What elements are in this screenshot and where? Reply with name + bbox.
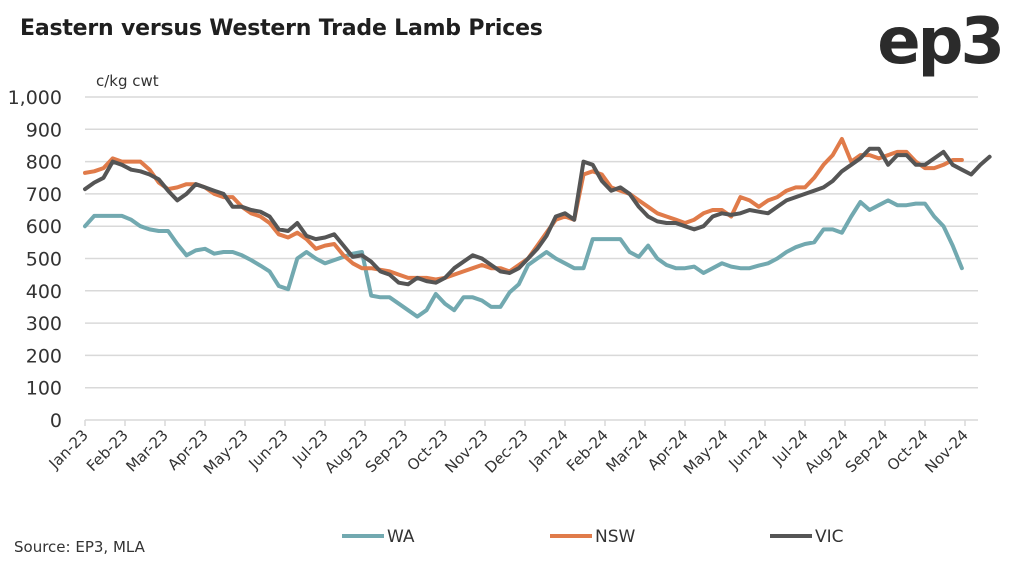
source-note: Source: EP3, MLA	[14, 538, 145, 556]
legend-label-wa: WA	[387, 527, 415, 547]
y-axis-ticks: 0 100 200 300 400 500 600 700 800 900 1,000	[8, 87, 62, 432]
series-line-vic	[83, 146, 992, 287]
x-tick-label: Jan-23	[45, 426, 92, 473]
x-tick-label: Nov-24	[921, 426, 971, 476]
x-tick-label: Dec-23	[481, 426, 532, 477]
x-tick-label: Jun-23	[244, 426, 291, 473]
y-tick-label: 900	[26, 119, 62, 141]
x-tick-label: Mar-24	[602, 426, 651, 475]
y-tick-label: 400	[26, 281, 62, 303]
y-tick-label: 500	[26, 249, 62, 271]
y-tick-label: 100	[26, 378, 62, 400]
x-tick-label: Mar-23	[122, 426, 171, 475]
x-tick-label: Sep-24	[842, 426, 892, 476]
y-tick-label: 1,000	[8, 87, 62, 109]
x-tick-label: May-24	[680, 426, 732, 478]
series-lines	[83, 137, 992, 319]
x-tick-label: May-23	[200, 426, 252, 478]
x-axis: Jan-23Feb-23Mar-23Apr-23May-23Jun-23Jul-…	[45, 419, 978, 478]
y-tick-label: 300	[26, 313, 62, 335]
legend-label-nsw: NSW	[595, 527, 636, 547]
x-tick-label: Sep-23	[362, 426, 412, 476]
y-tick-label: 0	[50, 410, 62, 432]
y-tick-label: 800	[26, 152, 62, 174]
legend-label-vic: VIC	[815, 527, 844, 547]
x-tick-label: Feb-24	[563, 426, 612, 475]
y-tick-label: 600	[26, 216, 62, 238]
x-tick-label: Feb-23	[83, 426, 132, 475]
x-tick-label: Jan-24	[525, 426, 572, 473]
ep3-logo: ep3	[877, 5, 1005, 79]
x-tick-label: Aug-24	[801, 426, 852, 477]
y-axis-unit-label: c/kg cwt	[96, 72, 159, 90]
y-tick-label: 200	[26, 345, 62, 367]
x-tick-label: Aug-23	[321, 426, 372, 477]
x-tick-label: Nov-23	[441, 426, 491, 476]
legend: WA NSW VIC	[342, 527, 844, 547]
y-tick-label: 700	[26, 184, 62, 206]
x-tick-label: Jun-24	[724, 426, 771, 473]
chart-title: Eastern versus Western Trade Lamb Prices	[20, 16, 543, 41]
series-line-wa	[83, 198, 964, 319]
gridlines	[85, 96, 978, 389]
